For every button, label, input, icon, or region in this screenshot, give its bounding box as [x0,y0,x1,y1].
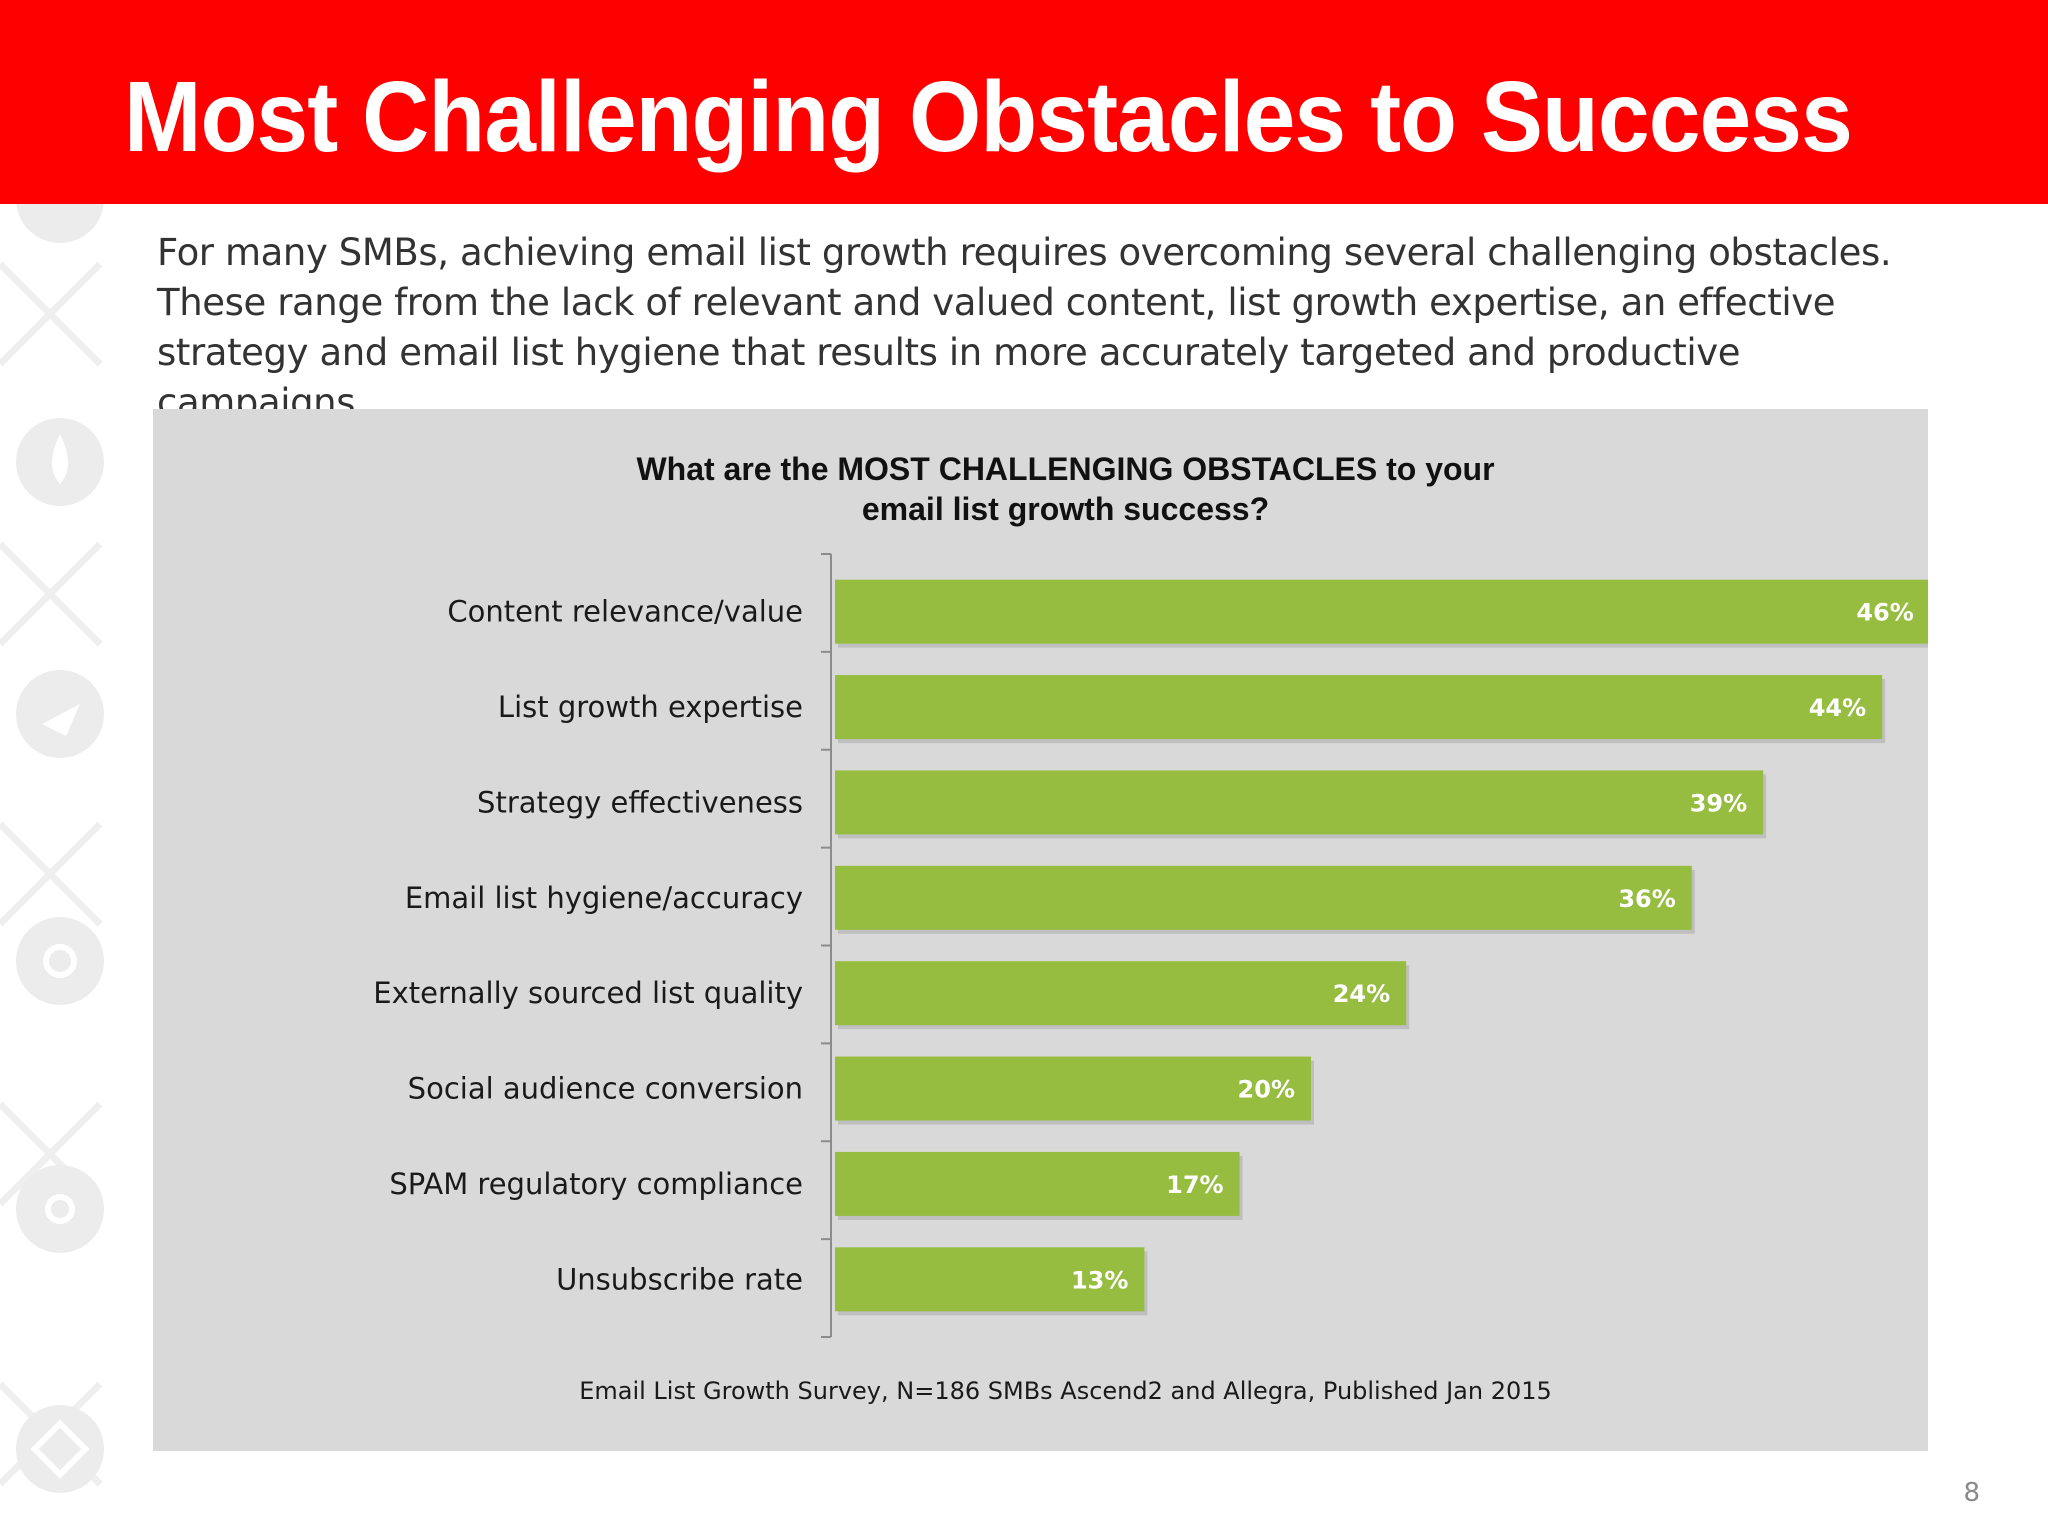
slide-header: Most Challenging Obstacles to Success [0,0,2048,204]
category-label: List growth expertise [498,690,803,724]
value-label: 36% [1618,885,1675,913]
value-label: 13% [1071,1266,1128,1294]
chart-title-line-1: What are the MOST CHALLENGING OBSTACLES … [636,451,1495,487]
bar [835,865,1692,930]
chart-panel: What are the MOST CHALLENGING OBSTACLES … [153,409,1928,1451]
value-label: 17% [1166,1171,1223,1199]
bar [835,770,1764,835]
bar [835,961,1407,1026]
value-label: 46% [1856,599,1913,627]
slide-title: Most Challenging Obstacles to Success [124,61,1853,173]
category-label: SPAM regulatory compliance [389,1167,803,1201]
category-label: Content relevance/value [447,595,803,629]
bar [835,1247,1145,1312]
value-label: 24% [1333,980,1390,1008]
bar [835,1151,1240,1216]
category-label: Externally sourced list quality [373,976,803,1010]
category-label: Social audience conversion [408,1072,803,1106]
value-label: 20% [1238,1076,1295,1104]
category-label: Unsubscribe rate [556,1262,803,1296]
category-label: Strategy effectiveness [477,785,803,819]
bar [835,1056,1311,1121]
bar-chart: Content relevance/value 46% List growth ex… [373,553,1928,1338]
intro-paragraph: For many SMBs, achieving email list grow… [157,231,1892,424]
value-label: 44% [1809,694,1866,722]
page-number: 8 [1963,1478,1980,1508]
chart-title-line-2: email list growth success? [861,491,1270,527]
decorative-pattern [0,204,104,1493]
value-label: 39% [1690,789,1747,817]
bar [835,675,1883,740]
chart-title: What are the MOST CHALLENGING OBSTACLES … [153,449,1928,529]
bar [835,579,1928,644]
chart-source-note: Email List Growth Survey, N=186 SMBs Asc… [579,1377,1552,1405]
category-label: Email list hygiene/accuracy [405,881,803,915]
